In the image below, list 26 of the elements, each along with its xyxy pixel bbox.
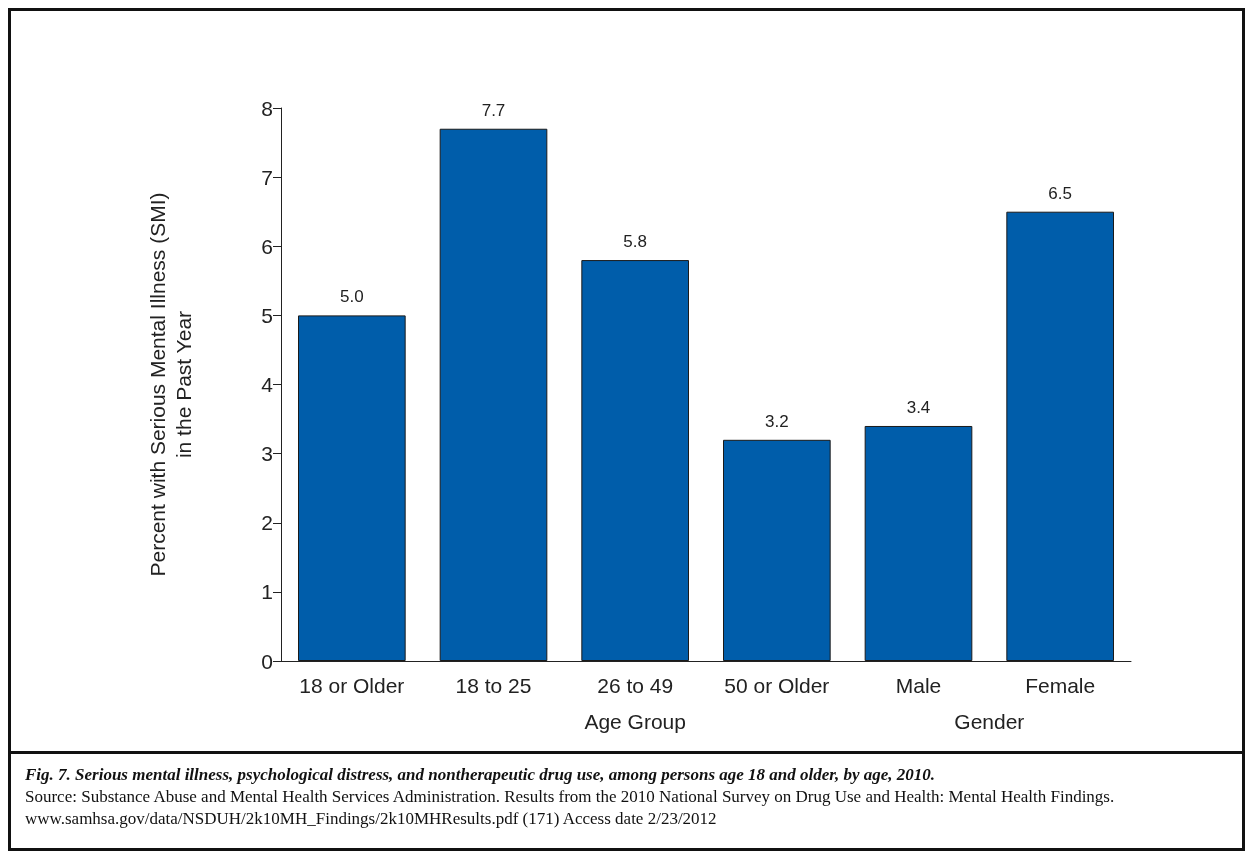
x-tick-label: 26 to 49	[597, 674, 674, 697]
text: Gender	[954, 709, 1025, 733]
x-tick-label: Male	[895, 674, 942, 697]
y-tick-label: 4	[261, 373, 274, 396]
y-tick-label: 2	[261, 511, 273, 535]
data-label: 5.0	[340, 287, 364, 307]
text: Age Group	[584, 709, 686, 733]
y-tick-label: 7	[261, 165, 273, 189]
data-label: 5.8	[623, 232, 647, 252]
y-axis-title: Percent with Serious Mental Illness (SMI) in the Past Year	[145, 192, 195, 577]
text: Fig. 7. Serious mental illness, psychological distress, and nontherapeutic drug use, among persons age 18 and older, by age, 2010.	[25, 764, 937, 786]
x-tick-label: Female	[1025, 674, 1096, 697]
y-tick-label: 1	[261, 580, 273, 604]
y-tick-label: 3	[261, 442, 273, 466]
x-tick-label: 18 or Older	[299, 674, 405, 697]
data-label: 3.2	[765, 411, 789, 431]
data-label: 6.5	[1048, 183, 1072, 203]
x-tick-label: 50 or Older	[724, 674, 830, 697]
y-tick-label: 6	[261, 234, 273, 258]
y-tick-label: 5	[261, 303, 273, 327]
y-tick-label: 8	[261, 96, 273, 120]
y-tick-label: 0	[261, 649, 273, 673]
data-label: 7.7	[481, 100, 506, 120]
x-tick-label: 18 to 25	[455, 674, 532, 697]
data-label: 3.4	[906, 397, 931, 417]
source-note: Source: Substance Abuse and Mental Health Services Administration. Results from the 2010 National Survey on Drug Use and Health: Mental Health Findings. www.samhsa.gov/data/NSDUH/2k10MH_Findings/2k10MHResults.pdf (171) Access date 2/23/2012	[25, 786, 1116, 830]
